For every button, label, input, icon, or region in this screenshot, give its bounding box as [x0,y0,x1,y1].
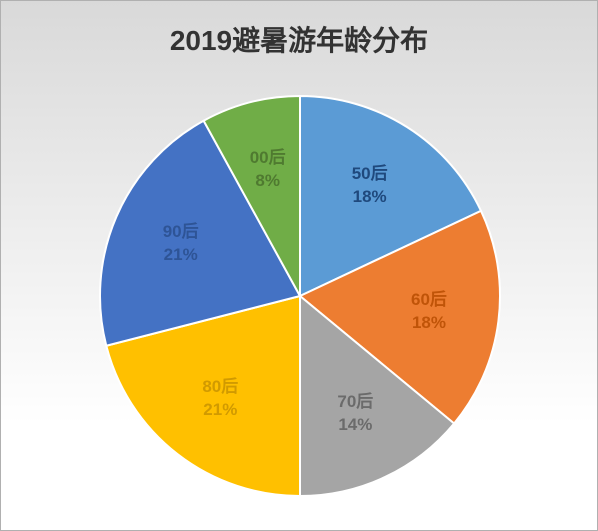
slice-label-percent: 18% [389,312,469,335]
slice-label-name: 00后 [228,147,308,170]
slice-label: 70后14% [315,391,395,437]
slice-label-percent: 8% [228,170,308,193]
slice-label: 80后21% [180,376,260,422]
slice-label-percent: 21% [180,399,260,422]
slice-label-name: 70后 [315,391,395,414]
slice-label-name: 90后 [141,221,221,244]
slice-label: 00后8% [228,147,308,193]
slice-label-percent: 14% [315,414,395,437]
pie-chart-container: 2019避暑游年龄分布 50后18%60后18%70后14%80后21%90后2… [0,0,598,531]
slice-label-percent: 18% [330,186,410,209]
slice-label-name: 60后 [389,289,469,312]
slice-label-name: 50后 [330,163,410,186]
chart-title: 2019避暑游年龄分布 [1,19,597,59]
slice-label-percent: 21% [141,244,221,267]
slice-label: 50后18% [330,163,410,209]
slice-label-name: 80后 [180,376,260,399]
slice-label: 60后18% [389,289,469,335]
slice-label: 90后21% [141,221,221,267]
